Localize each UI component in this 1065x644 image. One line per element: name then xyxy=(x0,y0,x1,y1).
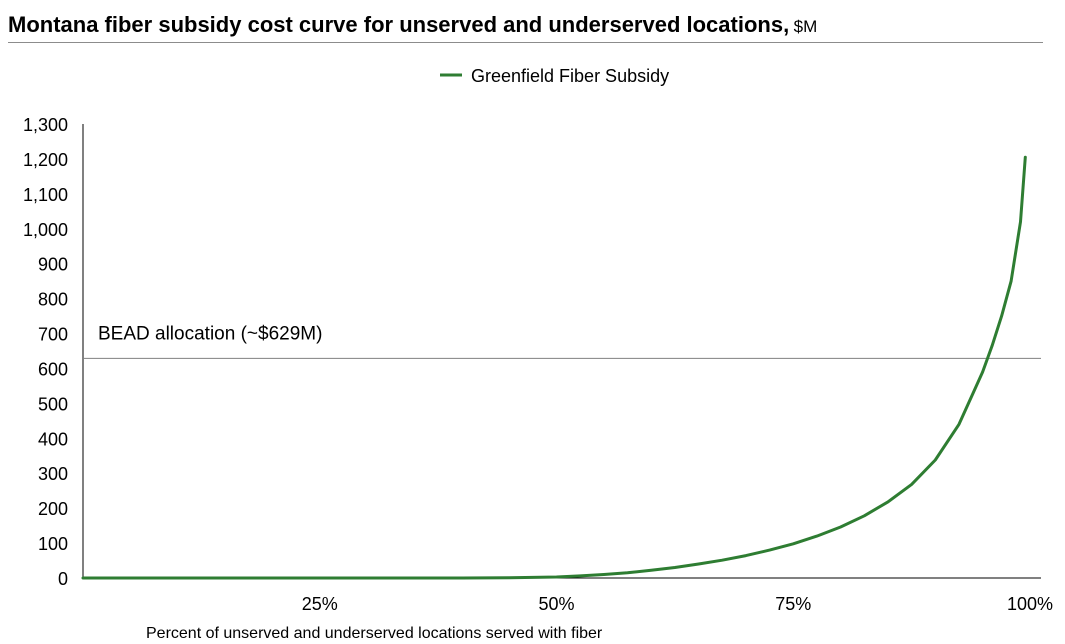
x-tick-label: 75% xyxy=(775,594,811,614)
y-tick-label: 100 xyxy=(38,534,68,554)
x-tick-label: 100% xyxy=(1007,594,1053,614)
y-tick-label: 400 xyxy=(38,429,68,449)
x-tick-label: 50% xyxy=(538,594,574,614)
reference-line-group: BEAD allocation (~$629M) xyxy=(83,323,1041,358)
legend: Greenfield Fiber Subsidy xyxy=(440,66,669,86)
legend-label: Greenfield Fiber Subsidy xyxy=(471,66,669,86)
x-tick-label: 25% xyxy=(302,594,338,614)
y-tick-label: 500 xyxy=(38,394,68,414)
y-tick-label: 1,200 xyxy=(23,150,68,170)
y-tick-label: 0 xyxy=(58,569,68,589)
x-tick-labels: 25% 50% 75% 100% xyxy=(302,594,1053,614)
y-tick-labels: 0 100 200 300 400 500 600 700 800 900 1,000 1,100 1,… xyxy=(23,115,68,589)
greenfield-fiber-subsidy-line xyxy=(83,157,1025,578)
x-axis: 25% 50% 75% 100% Percent of unserved and un… xyxy=(83,578,1053,642)
y-tick-label: 600 xyxy=(38,359,68,379)
x-axis-label: Percent of unserved and underserved loca… xyxy=(146,625,603,642)
bead-allocation-label: BEAD allocation (~$629M) xyxy=(98,323,322,344)
y-tick-label: 700 xyxy=(38,325,68,345)
y-tick-label: 1,300 xyxy=(23,115,68,135)
y-tick-label: 1,100 xyxy=(23,185,68,205)
y-tick-label: 800 xyxy=(38,290,68,310)
y-tick-label: 200 xyxy=(38,499,68,519)
y-tick-label: 900 xyxy=(38,255,68,275)
y-tick-label: 1,000 xyxy=(23,220,68,240)
y-tick-label: 300 xyxy=(38,464,68,484)
y-axis: 0 100 200 300 400 500 600 700 800 900 1,000 1,100 1,… xyxy=(23,115,83,589)
